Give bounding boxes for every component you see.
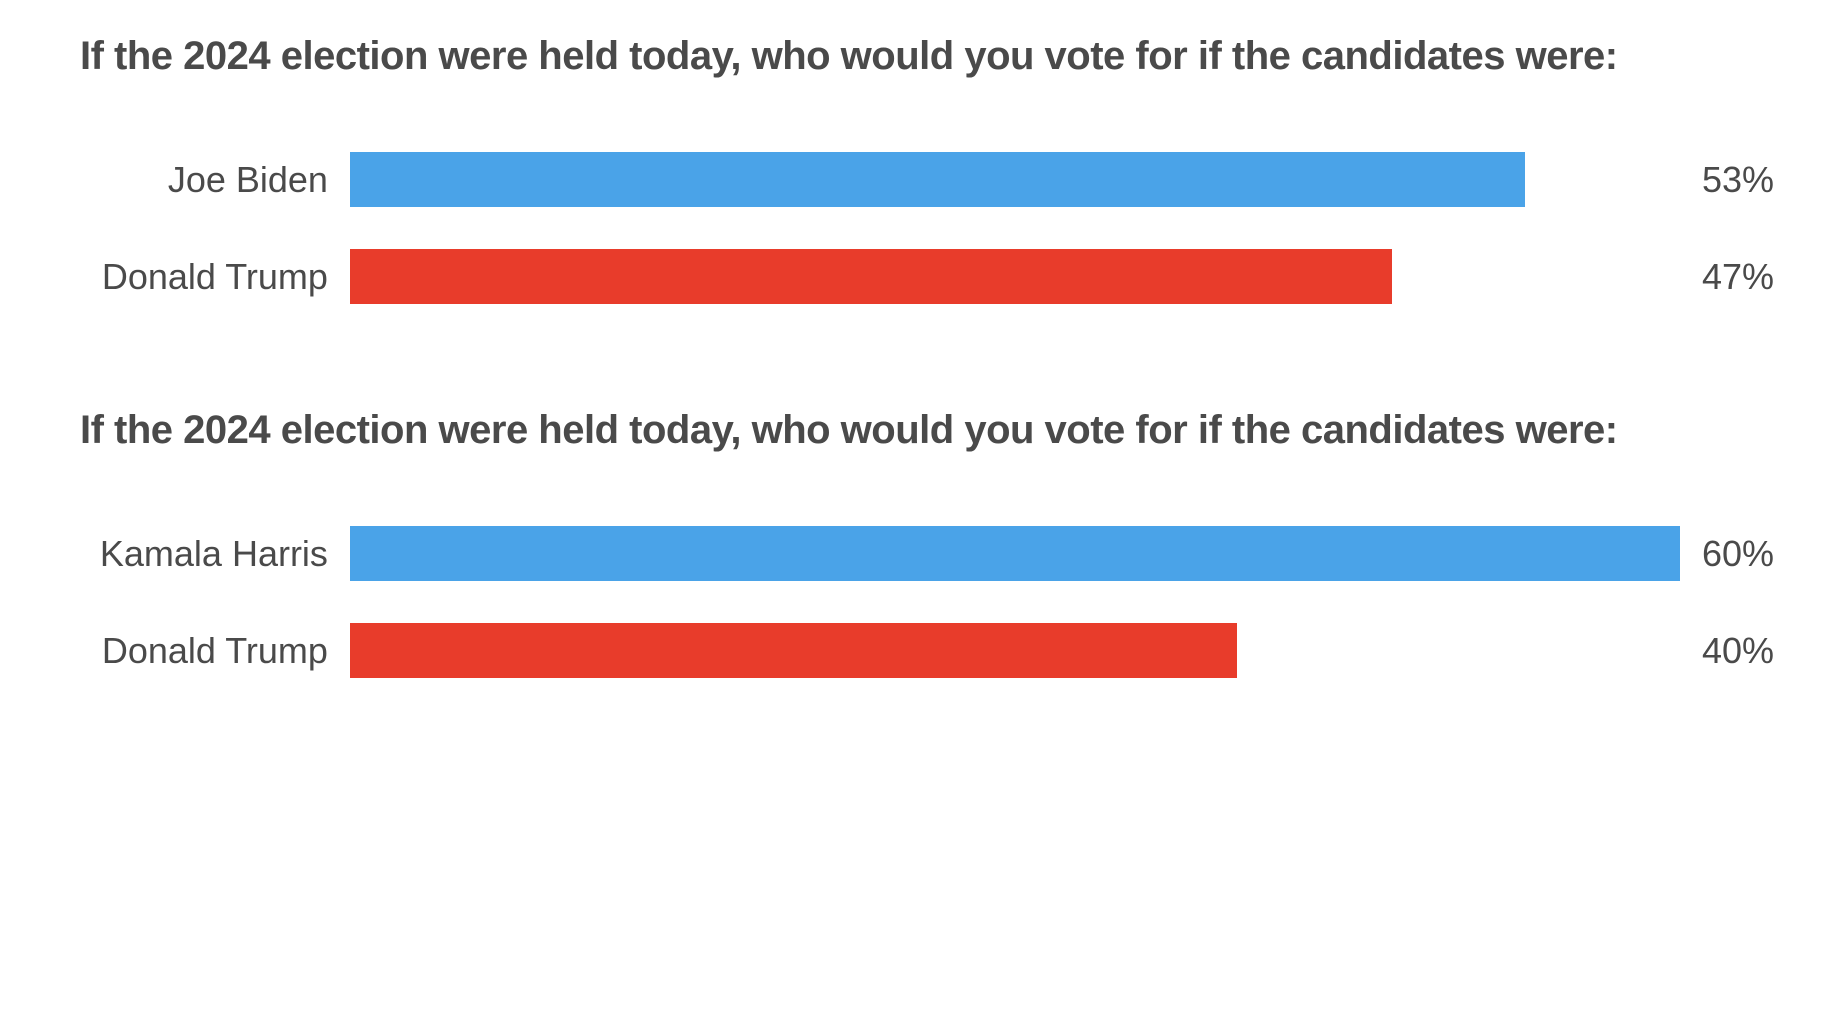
bar-label: Kamala Harris <box>60 533 350 575</box>
bar-value: 40% <box>1680 630 1774 672</box>
chart-block-1: If the 2024 election were held today, wh… <box>60 30 1774 304</box>
bar-row: Donald Trump 47% <box>60 249 1774 304</box>
chart-title: If the 2024 election were held today, wh… <box>60 404 1660 456</box>
bar-value: 53% <box>1680 159 1774 201</box>
bar-label: Joe Biden <box>60 159 350 201</box>
bar-label: Donald Trump <box>60 630 350 672</box>
chart-title: If the 2024 election were held today, wh… <box>60 30 1660 82</box>
bar-track <box>350 526 1680 581</box>
bar-value: 47% <box>1680 256 1774 298</box>
bar-track <box>350 152 1680 207</box>
bar-fill <box>350 152 1525 207</box>
bar-value: 60% <box>1680 533 1774 575</box>
bar-row: Kamala Harris 60% <box>60 526 1774 581</box>
bar-track <box>350 623 1680 678</box>
bar-fill <box>350 623 1237 678</box>
bar-fill <box>350 249 1392 304</box>
bar-row: Joe Biden 53% <box>60 152 1774 207</box>
bar-label: Donald Trump <box>60 256 350 298</box>
chart-block-2: If the 2024 election were held today, wh… <box>60 404 1774 678</box>
bar-fill <box>350 526 1680 581</box>
bar-row: Donald Trump 40% <box>60 623 1774 678</box>
bar-track <box>350 249 1680 304</box>
